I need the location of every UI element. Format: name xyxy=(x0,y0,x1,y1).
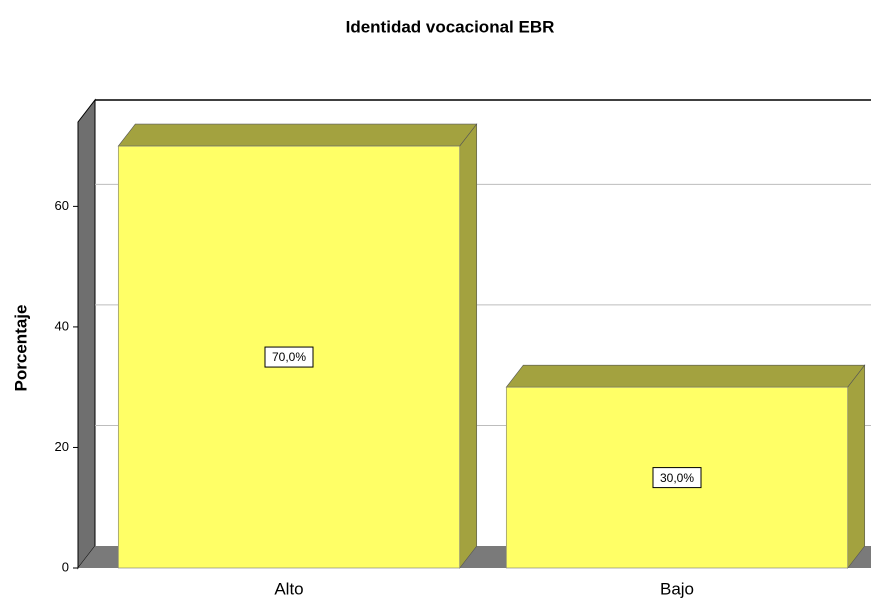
y-tick-label: 60 xyxy=(55,198,69,213)
y-tick-label: 20 xyxy=(55,439,69,454)
data-label-box xyxy=(264,346,314,368)
left-wall xyxy=(77,98,96,570)
bar-side xyxy=(847,364,866,569)
chart-title: Identidad vocacional EBR xyxy=(346,17,555,36)
y-tick-label: 0 xyxy=(62,559,69,574)
y-axis-label: Porcentaje xyxy=(11,305,30,392)
data-label: 70,0% xyxy=(272,350,306,364)
bar-top xyxy=(505,364,866,388)
data-label: 30,0% xyxy=(660,471,694,485)
y-tick-label: 40 xyxy=(55,318,69,333)
x-tick-label: Bajo xyxy=(660,579,694,598)
data-label-box xyxy=(652,467,702,489)
bar-top xyxy=(117,123,478,147)
x-tick-label: Alto xyxy=(274,579,303,598)
bar-side xyxy=(459,123,478,569)
